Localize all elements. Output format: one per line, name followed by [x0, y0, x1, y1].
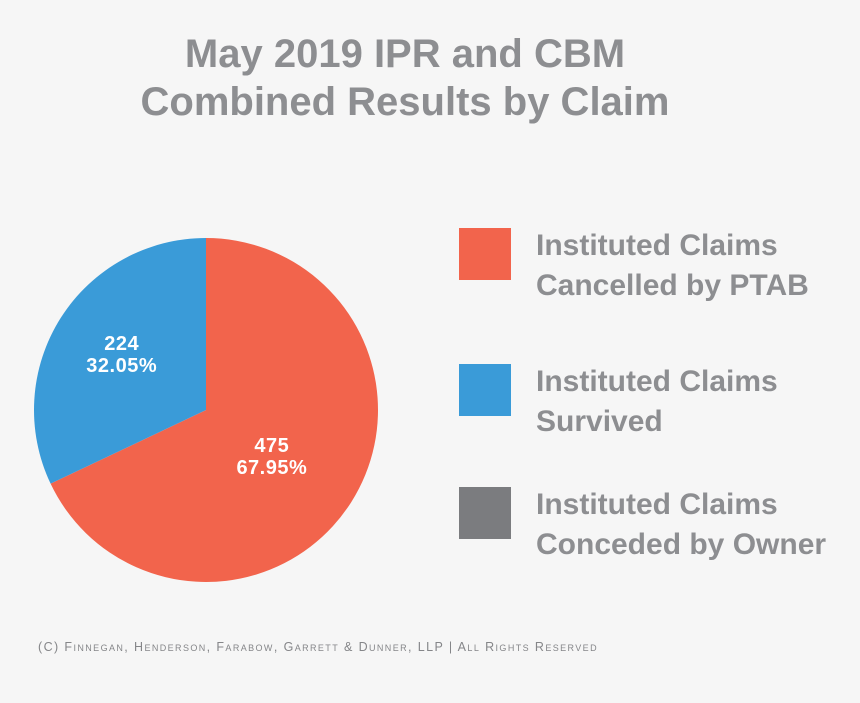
- legend-item-conceded: Instituted Claims Conceded by Owner: [459, 487, 826, 565]
- slice-value-survived: 224: [104, 332, 140, 355]
- legend-label-conceded-line-2: Conceded by Owner: [536, 528, 827, 561]
- legend-label-survived-line-1: Instituted Claims: [536, 365, 778, 398]
- legend-swatch-conceded: [459, 487, 511, 539]
- legend-label-cancelled-line-2: Cancelled by PTAB: [536, 269, 809, 302]
- legend-label-survived-line-2: Survived: [536, 405, 663, 438]
- chart-title-line-1: May 2019 IPR and CBM: [184, 32, 626, 76]
- copyright-footer: (C) Finnegan, Henderson, Farabow, Garret…: [38, 640, 598, 654]
- slice-label-cancelled: 475 67.95%: [202, 435, 342, 479]
- legend-swatch-survived: [459, 364, 511, 416]
- pie-slice-survived: [33, 238, 206, 484]
- legend-label-conceded-line-1: Instituted Claims: [536, 488, 778, 521]
- slice-percent-cancelled: 67.95%: [236, 457, 308, 480]
- pie-slice-cancelled: [50, 238, 378, 582]
- legend-item-survived: Instituted Claims Survived: [459, 364, 778, 442]
- legend-swatch-cancelled: [459, 228, 511, 280]
- slice-label-survived: 224 32.05%: [52, 333, 192, 377]
- legend-item-cancelled: Instituted Claims Cancelled by PTAB: [459, 228, 809, 306]
- legend-label-survived: Instituted Claims Survived: [536, 362, 778, 442]
- slice-percent-survived: 32.05%: [86, 354, 158, 377]
- legend-label-cancelled-line-1: Instituted Claims: [536, 229, 778, 262]
- legend-label-cancelled: Instituted Claims Cancelled by PTAB: [536, 226, 809, 306]
- legend-label-conceded: Instituted Claims Conceded by Owner: [536, 485, 826, 565]
- chart-title-line-2: Combined Results by Claim: [140, 80, 670, 124]
- slice-value-cancelled: 475: [254, 435, 290, 458]
- chart-title: May 2019 IPR and CBM Combined Results by…: [0, 30, 810, 126]
